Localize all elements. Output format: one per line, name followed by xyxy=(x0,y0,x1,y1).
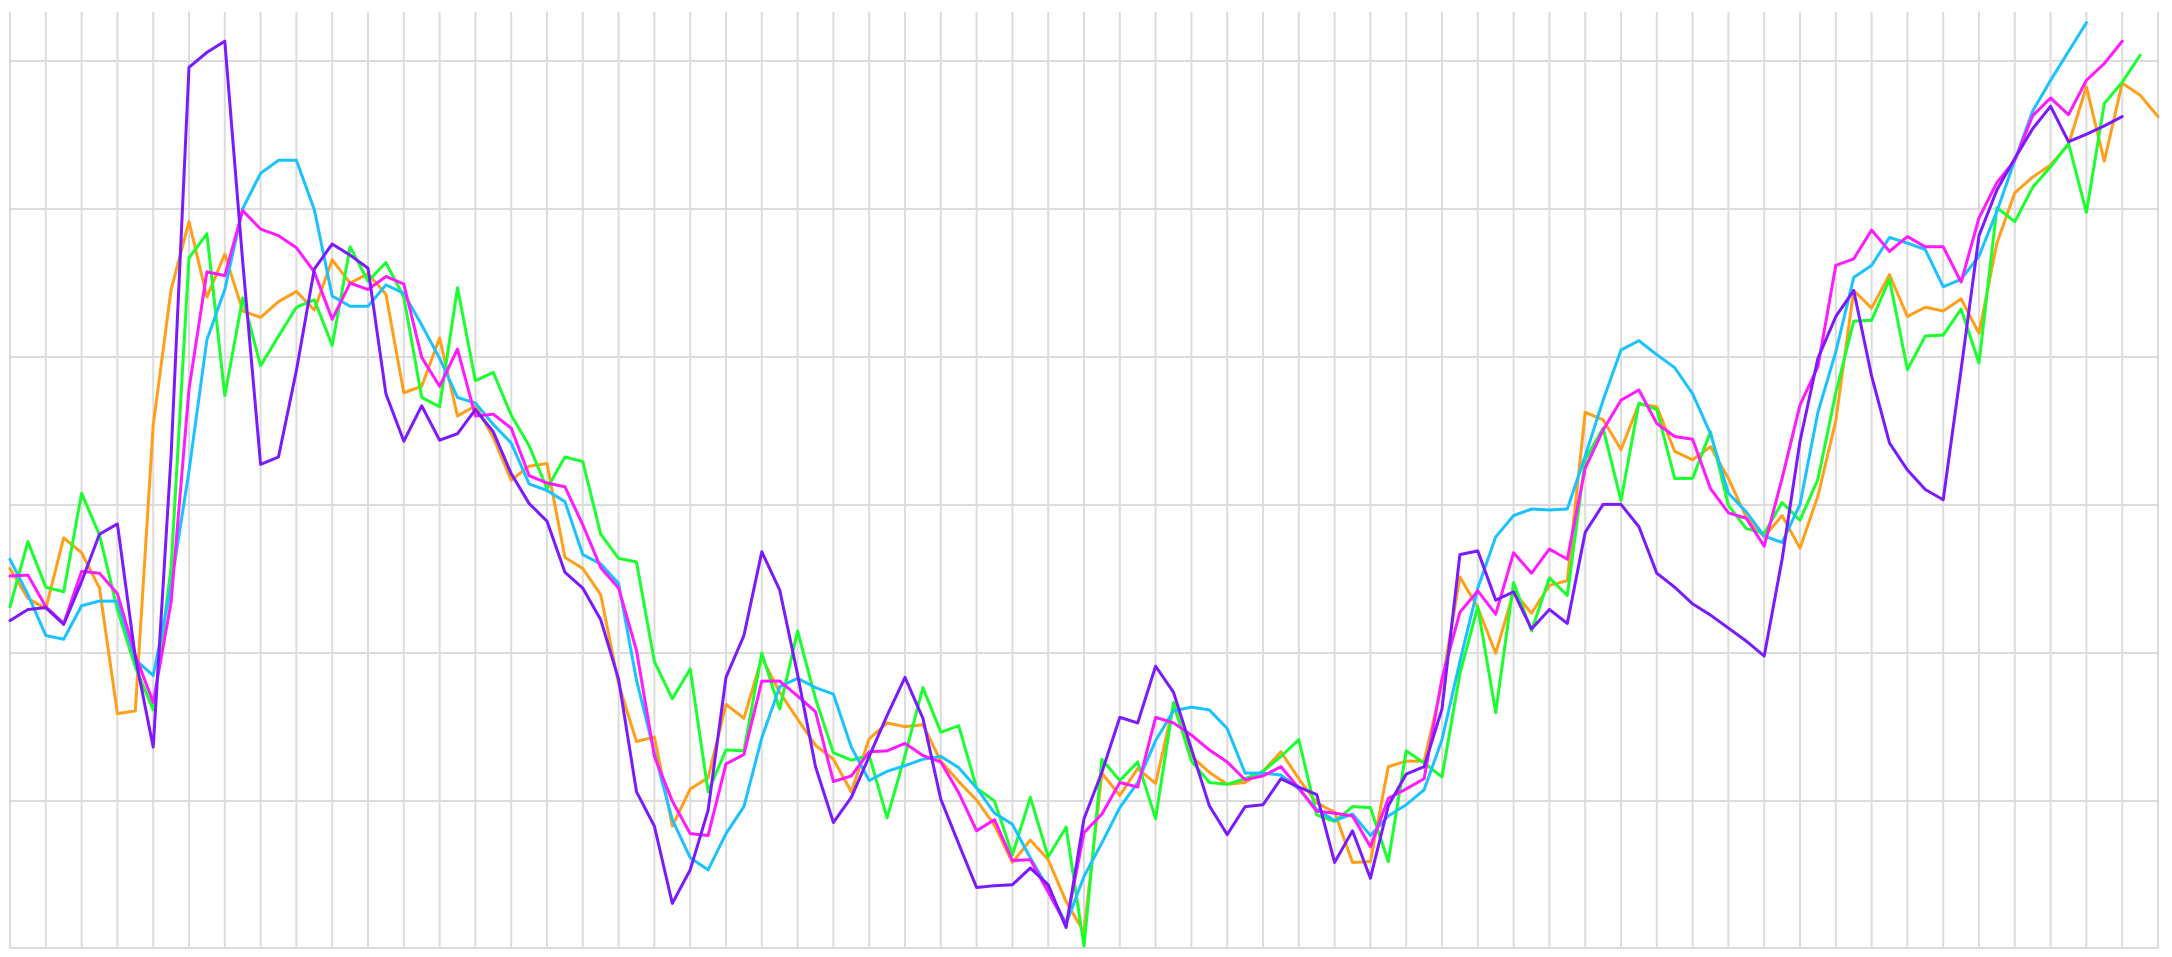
grid xyxy=(9,12,2159,949)
series-lines xyxy=(8,21,2160,948)
series-line-2 xyxy=(8,53,2142,948)
series-line-5 xyxy=(8,39,2124,930)
